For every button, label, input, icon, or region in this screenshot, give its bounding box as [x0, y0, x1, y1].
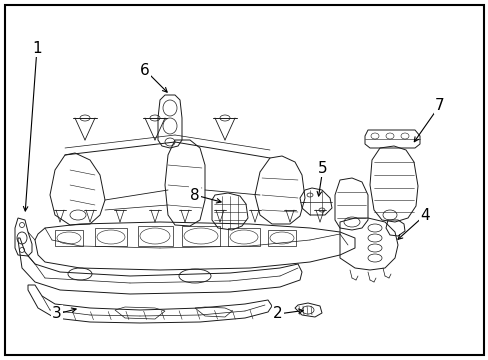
Text: 7: 7: [434, 98, 444, 113]
Bar: [55, 230, 83, 246]
Text: 6: 6: [140, 63, 149, 77]
Bar: [182, 226, 220, 246]
Bar: [267, 230, 295, 246]
Bar: [95, 228, 127, 246]
Text: 2: 2: [273, 306, 282, 321]
Text: 8: 8: [190, 188, 200, 202]
Bar: [138, 226, 173, 246]
Text: 4: 4: [419, 207, 429, 222]
Text: 3: 3: [52, 306, 62, 321]
Text: 1: 1: [32, 41, 42, 55]
Bar: [227, 228, 260, 246]
Text: 5: 5: [318, 161, 327, 176]
